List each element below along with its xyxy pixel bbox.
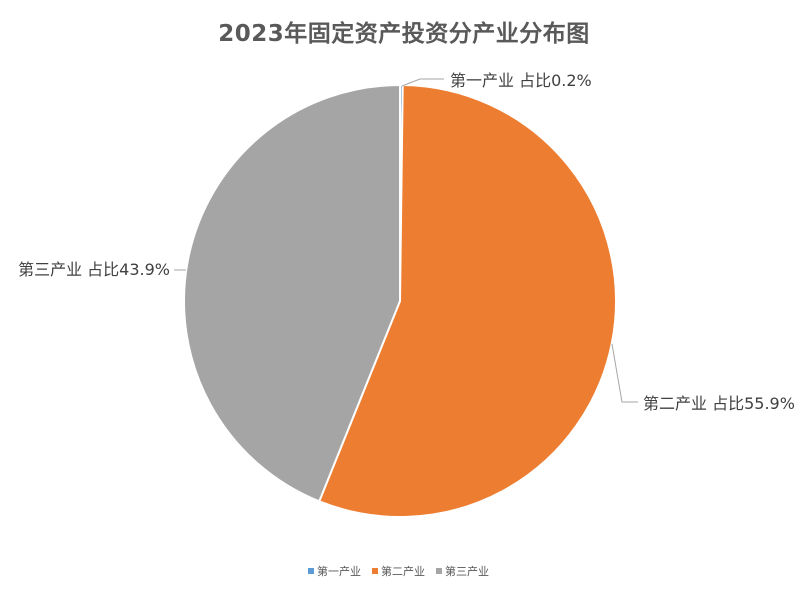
legend-label: 第一产业 — [317, 564, 361, 578]
label-primary-industry: 第一产业 占比0.2% — [450, 71, 592, 90]
leader-lines — [174, 78, 638, 403]
legend-swatch — [436, 568, 442, 574]
slice-tertiary-industry — [183, 83, 401, 503]
legend-label: 第二产业 — [381, 564, 425, 578]
leader-line — [611, 343, 638, 403]
label-secondary-industry: 第二产业 占比55.9% — [643, 394, 795, 413]
legend: 第一产业 第二产业 第三产业 — [308, 564, 489, 578]
legend-swatch — [308, 568, 314, 574]
slice-secondary-industry — [317, 84, 617, 518]
data-labels: 第一产业 占比0.2% 第二产业 占比55.9% 第三产业 占比43.9% — [18, 71, 795, 413]
legend-primary-industry: 第一产业 — [308, 564, 361, 578]
label-tertiary-industry: 第三产业 占比43.9% — [18, 260, 170, 279]
legend-swatch — [372, 568, 378, 574]
pie-slices — [183, 83, 617, 518]
legend-label: 第三产业 — [445, 564, 489, 578]
legend-tertiary-industry: 第三产业 — [436, 564, 489, 578]
leader-line — [401, 78, 444, 87]
chart-title: 2023年固定资产投资分产业分布图 — [218, 21, 590, 47]
legend-secondary-industry: 第二产业 — [372, 564, 425, 578]
